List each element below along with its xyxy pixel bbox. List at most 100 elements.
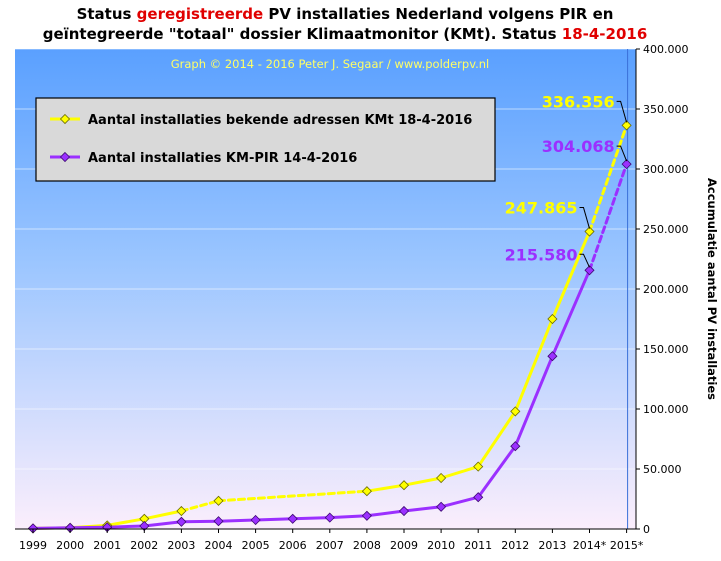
series-1-segment bbox=[513, 354, 554, 448]
annotation-label: 336.356 bbox=[542, 92, 615, 111]
x-tick-labels: 1999 2000 2001 2002 2003 2004 2005 2006 2007 2008… bbox=[19, 529, 644, 552]
series-0-point bbox=[584, 226, 595, 237]
annotation-leader bbox=[579, 253, 590, 268]
series-0-point bbox=[398, 480, 410, 491]
chart-credit: Graph © 2014 - 2016 Peter J. Segaar / ww… bbox=[171, 57, 490, 71]
series-1-point bbox=[287, 513, 298, 524]
series-1-point bbox=[436, 501, 447, 512]
series-1-segment bbox=[179, 519, 220, 524]
x-tick-label: 2010 bbox=[427, 539, 455, 552]
y-tick-labels: 0 50.000 100.000 150.000 200.000 250.000 300.0… bbox=[636, 43, 689, 536]
series-0-segment bbox=[513, 317, 554, 413]
series-1-segment bbox=[476, 444, 517, 499]
x-tick-label: 1999 bbox=[19, 539, 47, 552]
series-0-point bbox=[361, 486, 372, 497]
x-tick-label: 2005 bbox=[242, 539, 270, 552]
legend: Aantal installaties bekende adressen KMt… bbox=[35, 97, 496, 182]
series-0-segment bbox=[105, 517, 146, 527]
series-0-point bbox=[547, 313, 558, 325]
series-1-point bbox=[361, 510, 372, 521]
legend-swatch-marker bbox=[59, 151, 71, 163]
y-tick-label: 400.000 bbox=[643, 43, 689, 56]
annotation-leader bbox=[616, 145, 628, 162]
series-0-segment bbox=[142, 509, 183, 521]
x-tick-label: 2001 bbox=[93, 539, 121, 552]
series-1-segment bbox=[328, 514, 369, 520]
y-tick-label: 350.000 bbox=[643, 103, 689, 116]
series-1-segment bbox=[365, 509, 406, 518]
y-tick-label: 50.000 bbox=[643, 463, 682, 476]
x-tick-label: 2000 bbox=[56, 539, 84, 552]
series-0-segment bbox=[476, 409, 517, 469]
series-1-segment bbox=[588, 162, 629, 272]
legend-label: Aantal installaties bekende adressen KMt… bbox=[88, 113, 472, 128]
x-tick-label: 2015* bbox=[610, 539, 644, 552]
x-tick-label: 2007 bbox=[316, 539, 344, 552]
series-0-segment bbox=[588, 123, 629, 234]
x-tick-label: 2004 bbox=[205, 539, 233, 552]
data-annotations: 336.356 247.865 304.068 215.580 bbox=[505, 92, 628, 268]
legend-swatch-marker bbox=[59, 113, 71, 125]
y-tick-label: 0 bbox=[643, 523, 650, 536]
series-1-point bbox=[176, 516, 187, 527]
x-tick-label: 2011 bbox=[464, 539, 492, 552]
series-1-point bbox=[584, 265, 595, 276]
series-1-segment bbox=[439, 495, 480, 509]
series-1-segment bbox=[550, 268, 591, 358]
series-1-segment bbox=[105, 524, 146, 529]
x-tick-label: 2014* bbox=[573, 539, 607, 552]
series-1-point bbox=[213, 516, 224, 527]
series-1-point bbox=[250, 514, 261, 526]
x-tick-label: 2009 bbox=[390, 539, 418, 552]
series-1-segment bbox=[254, 517, 295, 522]
title-date: 18-4-2016 bbox=[561, 25, 648, 43]
series-0-point bbox=[473, 461, 484, 472]
y-axis-label: Accumulatie aantal PV installaties bbox=[705, 178, 719, 400]
series-0-point bbox=[176, 505, 187, 517]
legend-box bbox=[35, 97, 496, 182]
annotation-leader bbox=[579, 207, 590, 229]
x-tick-label: 2008 bbox=[353, 539, 381, 552]
series-0-segment bbox=[550, 230, 591, 321]
series-1-segment bbox=[291, 516, 332, 521]
title-text: PV installaties Nederland volgens PIR en bbox=[263, 5, 614, 23]
series-1-segment bbox=[142, 520, 183, 528]
y-tick-label: 150.000 bbox=[643, 343, 689, 356]
series-1-segment bbox=[402, 505, 443, 513]
series-1-segment bbox=[68, 525, 109, 530]
series-1-point bbox=[621, 159, 632, 170]
annotation-leader bbox=[616, 100, 628, 123]
series-0-segment bbox=[402, 476, 443, 487]
series-0-point bbox=[436, 472, 447, 484]
title-text: Status bbox=[76, 5, 137, 23]
series-1-point bbox=[547, 351, 558, 362]
annotation-label: 304.068 bbox=[542, 137, 615, 156]
series-1-point bbox=[510, 441, 521, 452]
series-1-point bbox=[398, 505, 410, 517]
series-lines bbox=[31, 123, 629, 530]
series-1-segment bbox=[31, 526, 72, 530]
series-0-segment bbox=[439, 465, 480, 480]
series-1-point bbox=[473, 492, 484, 503]
series-0-segment bbox=[365, 483, 406, 493]
y-tick-label: 200.000 bbox=[643, 283, 689, 296]
x-tick-label: 2002 bbox=[130, 539, 158, 552]
y-tick-label: 100.000 bbox=[643, 403, 689, 416]
series-0-segment bbox=[179, 499, 220, 513]
annotation-label: 215.580 bbox=[505, 245, 578, 264]
title-line-1: Status geregistreerde PV installaties Ne… bbox=[0, 4, 690, 24]
series-1-point bbox=[324, 512, 335, 523]
series-0-segment bbox=[217, 489, 369, 503]
series-markers bbox=[27, 120, 632, 534]
annotation-label: 247.865 bbox=[505, 199, 578, 218]
series-0-point bbox=[621, 120, 632, 131]
title-highlight: geregistreerde bbox=[136, 5, 264, 23]
series-0-point bbox=[510, 406, 521, 417]
series-1-segment bbox=[217, 518, 258, 523]
series-0-point bbox=[213, 495, 224, 506]
x-tick-label: 2012 bbox=[501, 539, 529, 552]
legend-label: Aantal installaties KM-PIR 14-4-2016 bbox=[88, 151, 357, 166]
chart-title: Status geregistreerde PV installaties Ne… bbox=[0, 4, 690, 44]
y-tick-label: 300.000 bbox=[643, 163, 689, 176]
